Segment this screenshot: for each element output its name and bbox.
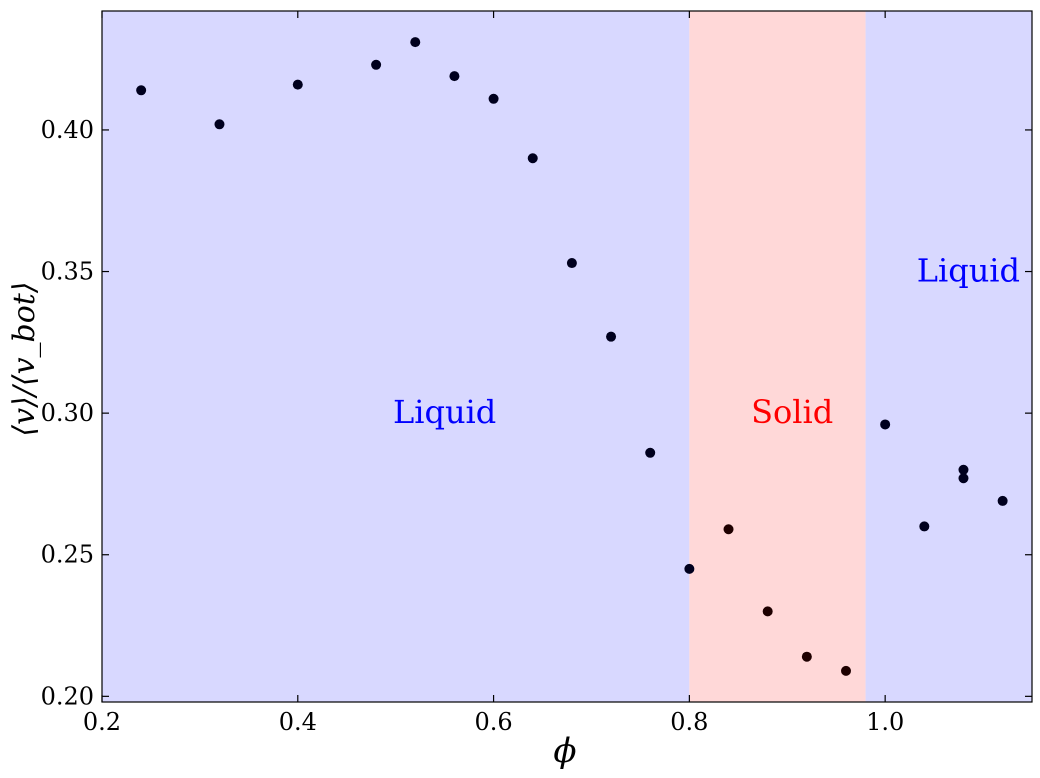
data-point [214,119,225,130]
x-tick-label: 0.4 [279,708,317,736]
data-point [801,651,812,662]
y-tick-label: 0.40 [41,116,94,144]
data-point [997,495,1008,506]
y-tick-label: 0.30 [41,399,94,427]
x-tick-label: 0.6 [474,708,512,736]
data-point [919,521,930,532]
annotation-solid-1: Solid [751,393,833,431]
data-point [136,85,147,96]
data-point [566,258,577,269]
x-tick-label: 0.2 [83,708,121,736]
annotation-liquid-2: Liquid [917,252,1020,290]
data-point [371,59,382,70]
x-axis-label: ϕ [553,731,576,771]
data-point [684,563,695,574]
data-point [841,665,851,676]
x-tick-label: 0.8 [670,708,708,736]
region-liquid-right [865,11,1032,702]
data-point [723,524,734,535]
data-point [762,606,773,617]
data-point [488,93,499,104]
phase-regions [102,11,1032,702]
y-tick-label: 0.35 [41,258,94,286]
region-annotations: Liquid Solid Liquid [393,252,1020,432]
data-point [606,331,617,342]
data-points [136,37,1008,676]
data-point [410,37,421,48]
data-point [527,153,538,164]
data-point [292,79,303,90]
y-axis-label: ⟨v⟩/⟨v_bot⟩ [7,281,42,436]
y-axis-ticks: 0.20 0.25 0.30 0.35 0.40 [41,116,1032,710]
data-point [958,473,969,484]
data-point [645,447,656,458]
region-liquid-left [102,11,690,702]
plot-frame [101,10,1033,703]
data-point [880,419,891,430]
y-tick-label: 0.20 [41,682,94,710]
data-point [449,71,460,82]
annotation-liquid-0: Liquid [393,393,496,431]
data-point [958,464,969,475]
region-solid [689,11,866,702]
x-tick-label: 1.0 [866,708,904,736]
y-tick-label: 0.25 [41,541,94,569]
x-axis-ticks: 0.2 0.4 0.6 0.8 1.0 [83,11,904,736]
